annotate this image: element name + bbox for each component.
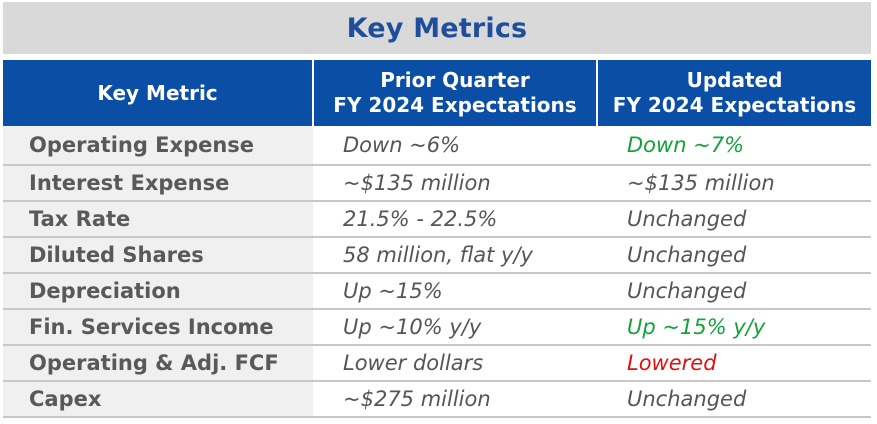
table-row: Capex ~$275 million Unchanged	[3, 381, 871, 418]
prior-expectation-cell: Up ~10% y/y	[313, 309, 597, 346]
updated-expectation-cell: Unchanged	[597, 201, 871, 238]
metric-name-cell: Operating Expense	[3, 126, 313, 166]
table-header-row: Key Metric Prior Quarter FY 2024 Expecta…	[3, 60, 871, 126]
table-row: Diluted Shares 58 million, flat y/y Unch…	[3, 237, 871, 274]
updated-expectation-cell: Down ~7%	[597, 126, 871, 166]
prior-expectation-cell: Down ~6%	[313, 126, 597, 166]
updated-expectation-cell: Unchanged	[597, 273, 871, 310]
column-header-label-line2: FY 2024 Expectations	[612, 93, 857, 117]
column-header-label: Key Metric	[97, 80, 218, 105]
table-row: Tax Rate 21.5% - 22.5% Unchanged	[3, 201, 871, 238]
column-header-prior-quarter: Prior Quarter FY 2024 Expectations	[312, 60, 597, 126]
updated-expectation-cell: Up ~15% y/y	[597, 309, 871, 346]
metric-name-cell: Interest Expense	[3, 165, 313, 202]
page-title: Key Metrics	[346, 12, 528, 44]
prior-expectation-cell: ~$275 million	[313, 381, 597, 418]
prior-expectation-cell: Lower dollars	[313, 345, 597, 382]
prior-expectation-cell: Up ~15%	[313, 273, 597, 310]
column-header-updated: Updated FY 2024 Expectations	[596, 60, 871, 126]
table-row: Interest Expense ~$135 million ~$135 mil…	[3, 165, 871, 202]
table-row: Operating Expense Down ~6% Down ~7%	[3, 126, 871, 166]
table-row: Depreciation Up ~15% Unchanged	[3, 273, 871, 310]
updated-expectation-cell: Lowered	[597, 345, 871, 382]
title-bar: Key Metrics	[3, 2, 871, 54]
updated-expectation-cell: ~$135 million	[597, 165, 871, 202]
metric-name-cell: Fin. Services Income	[3, 309, 313, 346]
prior-expectation-cell: 58 million, flat y/y	[313, 237, 597, 274]
updated-expectation-cell: Unchanged	[597, 237, 871, 274]
metric-name-cell: Operating & Adj. FCF	[3, 345, 313, 382]
updated-expectation-cell: Unchanged	[597, 381, 871, 418]
column-header-label-line1: Prior Quarter	[380, 68, 530, 92]
table-row: Operating & Adj. FCF Lower dollars Lower…	[3, 345, 871, 382]
column-header-label-line2: FY 2024 Expectations	[333, 93, 577, 117]
prior-expectation-cell: 21.5% - 22.5%	[313, 201, 597, 238]
metric-name-cell: Depreciation	[3, 273, 313, 310]
column-header-label-line1: Updated	[686, 68, 783, 92]
column-header-key-metric: Key Metric	[3, 60, 313, 126]
metric-name-cell: Tax Rate	[3, 201, 313, 238]
key-metrics-table: Key Metric Prior Quarter FY 2024 Expecta…	[3, 60, 871, 418]
table-row: Fin. Services Income Up ~10% y/y Up ~15%…	[3, 309, 871, 346]
prior-expectation-cell: ~$135 million	[313, 165, 597, 202]
metric-name-cell: Diluted Shares	[3, 237, 313, 274]
metric-name-cell: Capex	[3, 381, 313, 418]
